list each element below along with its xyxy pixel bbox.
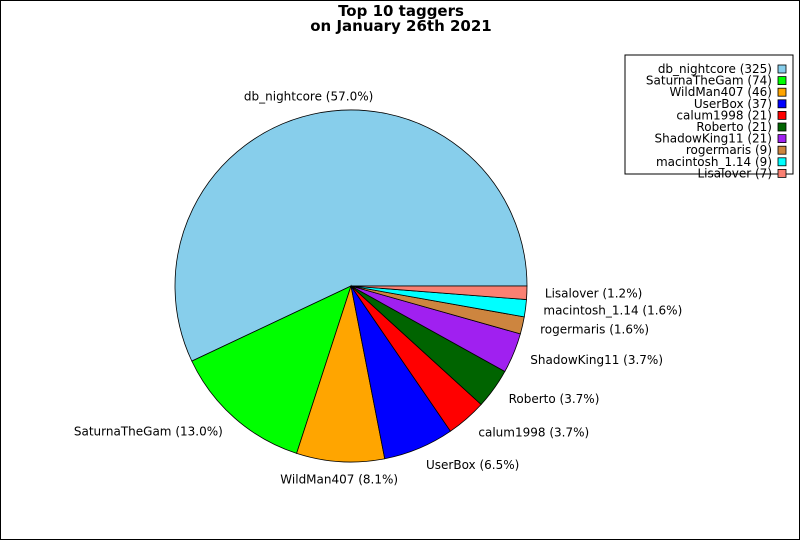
chart-title-line2: on January 26th 2021 <box>310 17 492 35</box>
pie-slices <box>174 109 528 463</box>
pie-label-calum1998: calum1998 (3.7%) <box>478 425 589 439</box>
pie-slice-wildman407 <box>296 284 386 463</box>
legend-label-userbox: UserBox (37) <box>694 97 772 111</box>
legend-label-calum1998: calum1998 (21) <box>676 108 772 122</box>
pie-slice-saturnathegam <box>191 285 352 454</box>
pie-label-saturnathegam: SaturnaTheGam (13.0%) <box>74 425 223 439</box>
legend-swatch-saturnathegam <box>777 76 787 85</box>
legend-label-roberto: Roberto (21) <box>696 120 772 134</box>
pie-label-roberto: Roberto (3.7%) <box>509 392 600 406</box>
pie-label-shadowking11: ShadowKing11 (3.7%) <box>530 353 663 367</box>
legend: db_nightcore (325)SaturnaTheGam (74)Wild… <box>624 54 794 180</box>
legend-swatch-rogermaris <box>777 145 787 155</box>
legend-label-saturnathegam: SaturnaTheGam (74) <box>646 74 772 88</box>
legend-swatch-wildman407 <box>777 87 787 97</box>
pie-labels: db_nightcore (57.0%) SaturnaTheGam (13.0%… <box>74 90 682 487</box>
legend-label-shadowking11: ShadowKing11 (21) <box>655 132 773 146</box>
pie-label-lisalover: Lisalover (1.2%) <box>545 287 642 301</box>
pie-label-macintosh-1-14: macintosh_1.14 (1.6%) <box>543 304 682 318</box>
legend-label-wildman407: WildMan407 (46) <box>669 85 772 99</box>
legend-swatch-db-nightcore <box>777 64 787 74</box>
legend-swatch-roberto <box>777 122 787 132</box>
pie-slice-db-nightcore <box>174 109 528 362</box>
legend-box <box>624 54 794 175</box>
pie-slice-lisalover <box>350 285 528 300</box>
legend-label-rogermaris: rogermaris (9) <box>686 143 772 157</box>
legend-label-db-nightcore: db_nightcore (325) <box>658 62 772 76</box>
pie-label-db-nightcore: db_nightcore (57.0%) <box>244 90 373 104</box>
legend-swatch-userbox <box>777 99 787 109</box>
pie-label-rogermaris: rogermaris (1.6%) <box>540 323 649 337</box>
chart-title-line1: Top 10 taggers <box>338 2 464 20</box>
legend-label-macintosh-1-14: macintosh_1.14 (9) <box>656 155 772 169</box>
legend-label-lisalover: Lisalover (7) <box>697 166 772 180</box>
chart-title: Top 10 taggers on January 26th 2021 <box>1 4 800 34</box>
legend-swatch-shadowking11 <box>777 134 787 144</box>
legend-swatch-lisalover <box>777 168 787 178</box>
pie-label-userbox: UserBox (6.5%) <box>426 458 519 472</box>
legend-swatch-calum1998 <box>777 111 787 120</box>
legend-swatch-macintosh-1-14 <box>777 157 787 167</box>
pie-label-wildman407: WildMan407 (8.1%) <box>280 473 398 487</box>
